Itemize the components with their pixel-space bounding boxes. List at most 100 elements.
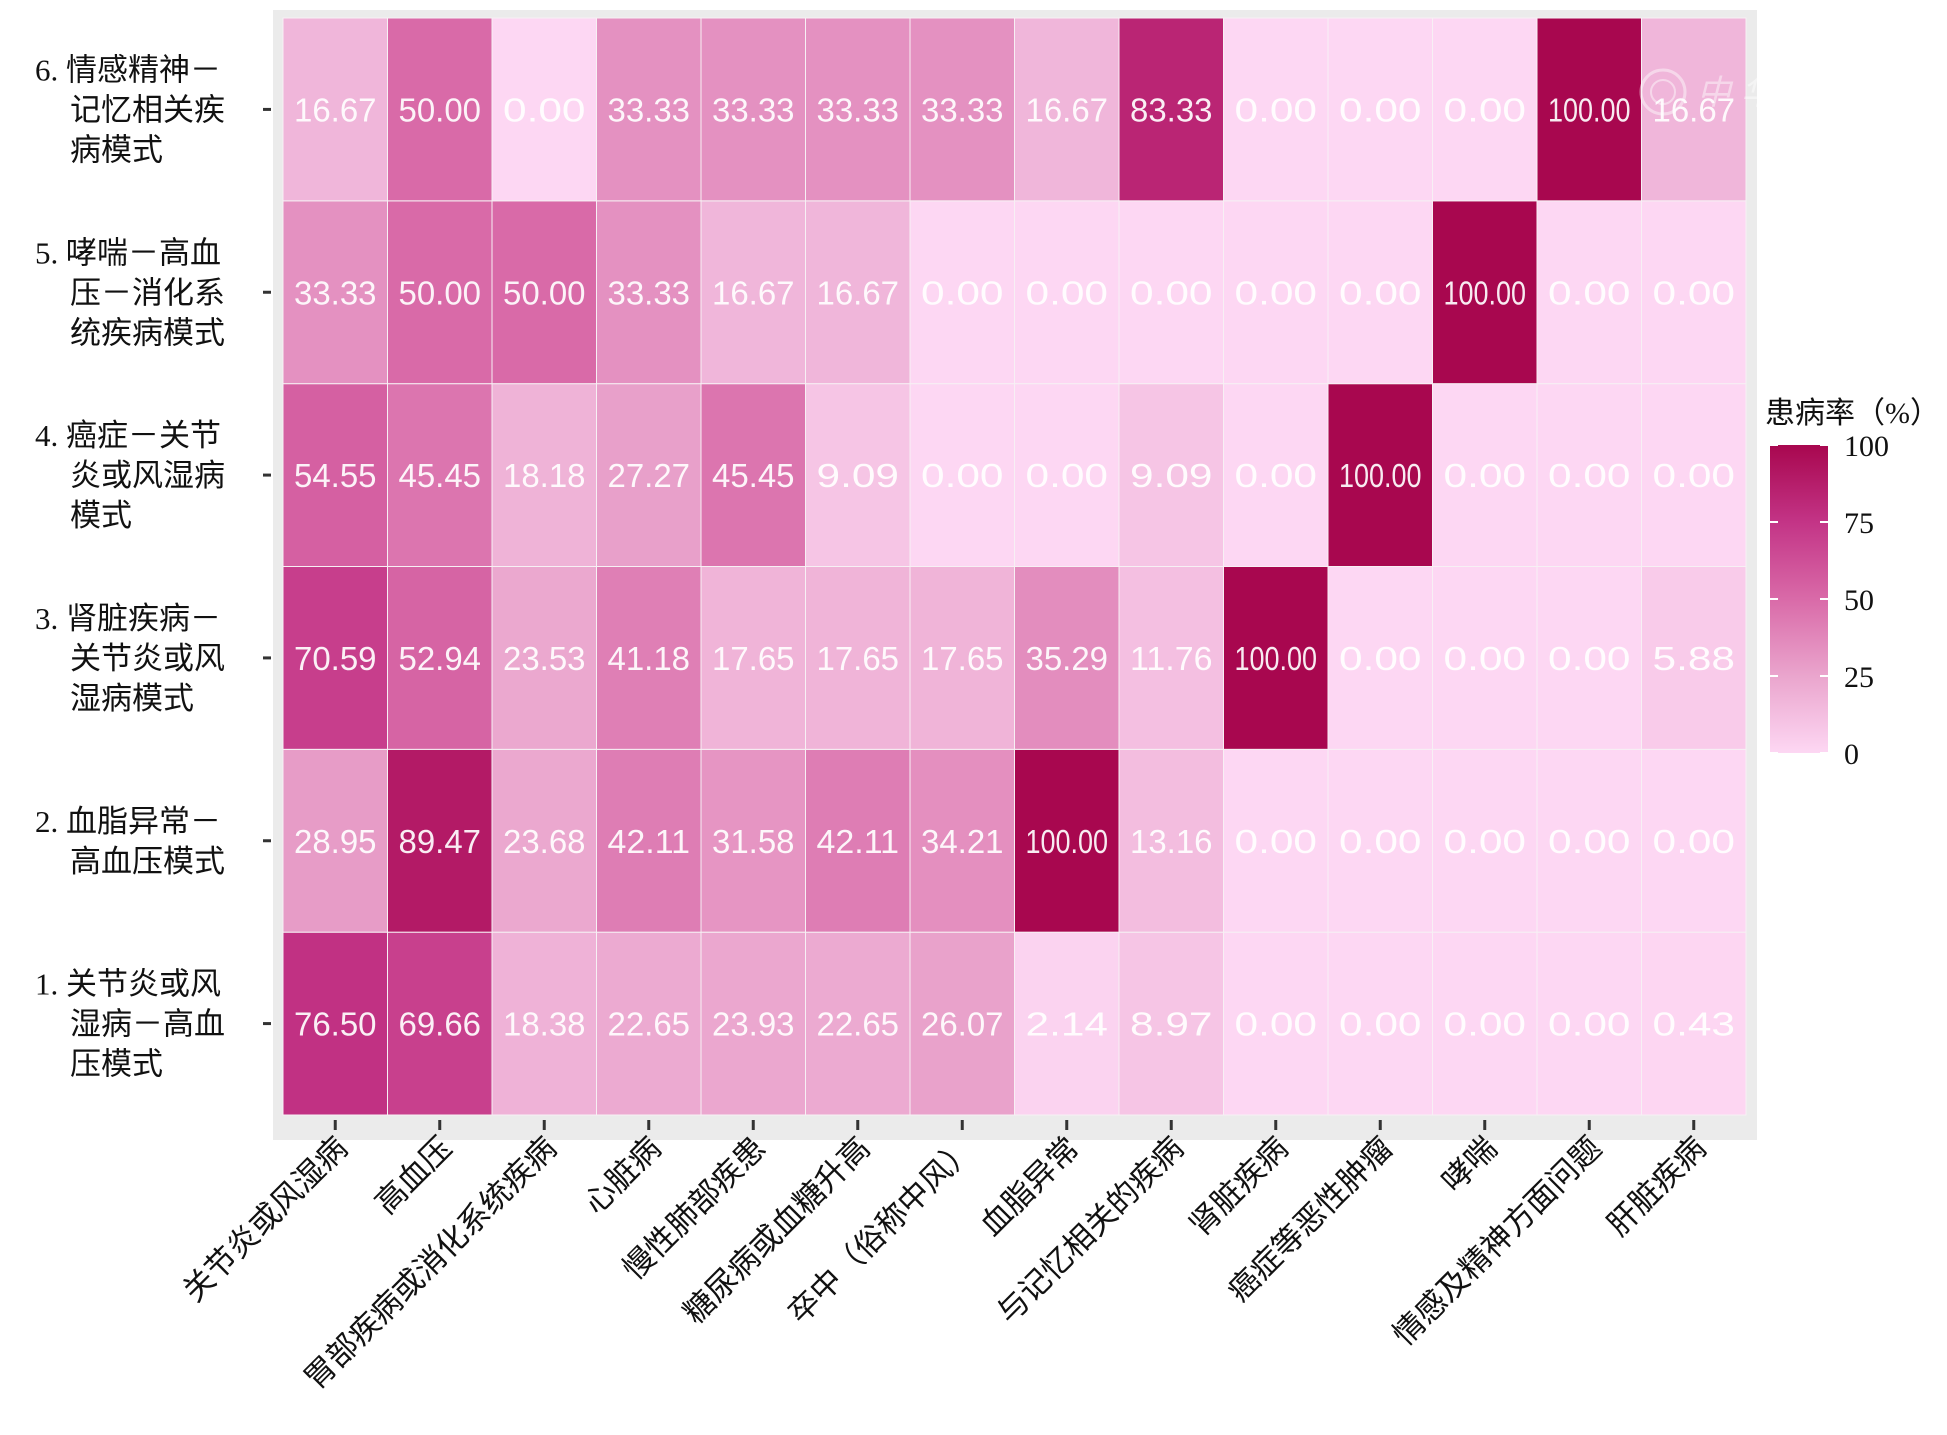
cell-value-label: 0.00 — [1130, 274, 1213, 311]
heatmap-cell — [596, 748, 702, 933]
cell-value-label: 0.00 — [1444, 823, 1527, 860]
cell-value-label: 0.00 — [1444, 457, 1527, 494]
heatmap-cell — [1432, 200, 1538, 385]
heatmap-cell — [909, 931, 1015, 1116]
x-axis-label: 哮喘 — [1435, 1130, 1504, 1199]
legend-tick-label: 25 — [1844, 661, 1874, 694]
heatmap-cell — [1118, 17, 1224, 202]
heatmap-cell — [282, 748, 388, 933]
heatmap-cell — [1641, 200, 1747, 385]
cell-value-label: 0.00 — [1235, 274, 1318, 311]
heatmap-cell — [700, 931, 806, 1116]
heatmap-cell — [1327, 383, 1433, 567]
x-axis-label: 关节炎或风湿病 — [176, 1130, 354, 1308]
cell-value-label: 27.27 — [608, 457, 691, 494]
y-axis-label: 炎或风湿病 — [70, 458, 225, 493]
cell-value-label: 50.00 — [503, 274, 586, 311]
heatmap-cell — [1536, 17, 1642, 202]
cell-value-label: 0.00 — [1548, 274, 1631, 311]
cell-value-label: 16.67 — [294, 91, 377, 128]
cell-value-label: 16.67 — [1653, 91, 1736, 128]
heatmap-cell — [700, 566, 806, 750]
cell-value-label: 89.47 — [399, 823, 482, 860]
y-axis-label: 统疾病模式 — [70, 315, 225, 350]
cell-value-label: 8.97 — [1130, 1006, 1213, 1043]
cell-value-label: 2.14 — [1026, 1006, 1109, 1043]
cell-value-label: 33.33 — [294, 274, 377, 311]
cell-value-label: 50.00 — [399, 274, 482, 311]
legend-title: 患病率（%） — [1765, 397, 1940, 430]
cell-value-label: 11.76 — [1130, 640, 1213, 677]
x-axis-label: 与记忆相关的疾病 — [990, 1130, 1190, 1330]
cell-value-label: 34.21 — [921, 823, 1004, 860]
cell-value-label: 0.00 — [1548, 823, 1631, 860]
heatmap-cell — [387, 748, 493, 933]
heatmap-cell — [805, 748, 911, 933]
cell-value-label: 0.00 — [1653, 274, 1736, 311]
heatmap-cell — [491, 566, 597, 750]
cell-value-label: 42.11 — [817, 823, 900, 860]
cell-value-label: 9.09 — [817, 457, 900, 494]
cell-value-label: 0.00 — [1548, 1006, 1631, 1043]
watermark-seal-inner — [1650, 79, 1676, 105]
cell-value-label: 18.38 — [503, 1006, 586, 1043]
legend-tick-label: 75 — [1844, 507, 1874, 540]
heatmap-cell — [1432, 748, 1538, 933]
cell-value-label: 16.67 — [1026, 91, 1109, 128]
x-axis-label: 卒中（俗称中风） — [781, 1130, 981, 1330]
heatmap-cell — [805, 566, 911, 750]
heatmap-cell — [1118, 566, 1224, 750]
cell-value-label: 0.00 — [1026, 457, 1109, 494]
legend-tick-label: 100 — [1844, 430, 1889, 463]
cell-value-label: 100.00 — [1444, 274, 1527, 311]
cell-value-label: 76.50 — [294, 1006, 377, 1043]
heatmap-cell — [1118, 931, 1224, 1116]
heatmap-cell — [909, 566, 1015, 750]
legend-ticks: 100 75 50 25 0 — [1770, 430, 1889, 771]
cell-value-label: 0.00 — [503, 91, 586, 128]
cell-value-label: 0.00 — [1339, 1006, 1422, 1043]
heatmap-cell — [1641, 748, 1747, 933]
heatmap-cell — [1014, 17, 1120, 202]
cell-value-label: 100.00 — [1026, 823, 1109, 860]
y-axis-label: 6. 情感精神－ — [35, 52, 221, 87]
cell-value-label: 0.00 — [1444, 91, 1527, 128]
heatmap-cell — [1223, 931, 1329, 1116]
heatmap-cell — [596, 931, 702, 1116]
cell-value-labels: 76.50 69.66 18.38 22.65 23.93 22.65 26.07 2.14 8… — [294, 91, 1735, 1042]
heatmap-cell — [700, 383, 806, 567]
legend: 患病率（%） 100 75 50 25 0 — [1765, 397, 1940, 771]
cell-value-label: 33.33 — [921, 91, 1004, 128]
heatmap-cell — [491, 931, 597, 1116]
x-axis-label: 心脏病 — [577, 1130, 668, 1221]
cell-value-label: 0.00 — [1235, 1006, 1318, 1043]
cell-value-label: 0.00 — [921, 274, 1004, 311]
cell-value-label: 23.53 — [503, 640, 586, 677]
y-axis-label: 2. 血脂异常－ — [35, 804, 221, 839]
heatmap-cell — [387, 17, 493, 202]
cell-value-label: 28.95 — [294, 823, 377, 860]
heatmap-cell — [1641, 17, 1747, 202]
heatmap-cell — [596, 383, 702, 567]
cell-value-label: 31.58 — [712, 823, 795, 860]
x-axis-label: 高血压 — [368, 1130, 459, 1221]
heatmap-cell — [491, 200, 597, 385]
heatmap-cell — [596, 200, 702, 385]
cell-value-label: 0.00 — [1444, 640, 1527, 677]
heatmap-cell — [387, 383, 493, 567]
y-axis-label: 高血压模式 — [70, 844, 225, 879]
heatmap-cell — [491, 17, 597, 202]
y-axis-labels: 1. 关节炎或风湿病－高血压模式 2. 血脂异常－ 高血压模式 3. 肾脏疾病－ 关节炎… — [35, 52, 271, 1082]
heatmap-cell — [1223, 566, 1329, 750]
heatmap-cell — [805, 931, 911, 1116]
x-axis-label: 糖尿病或血糖升高 — [677, 1130, 877, 1330]
heatmap-cell — [1327, 748, 1433, 933]
heatmap-cell — [596, 17, 702, 202]
y-axis-label: 1. 关节炎或风 — [35, 967, 221, 1002]
cell-value-label: 22.65 — [817, 1006, 900, 1043]
cell-value-label: 16.67 — [712, 274, 795, 311]
cell-value-label: 0.00 — [1548, 640, 1631, 677]
y-axis-label: 湿病模式 — [70, 681, 194, 716]
